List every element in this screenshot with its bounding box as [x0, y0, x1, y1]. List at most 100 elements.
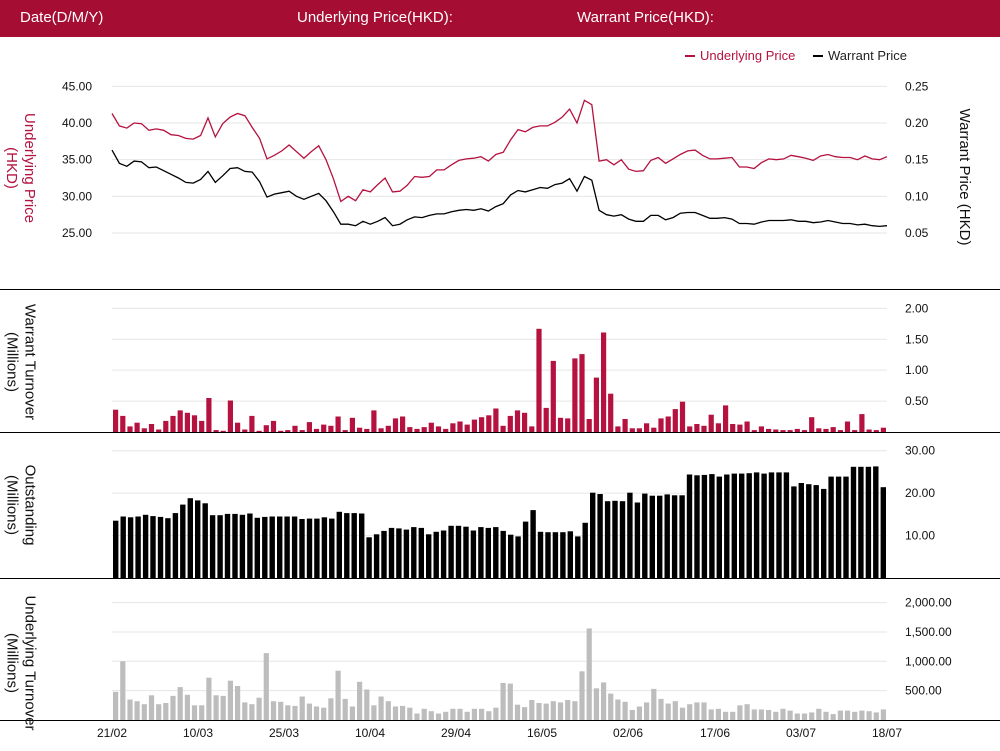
- outstanding-bar: [560, 532, 566, 578]
- underlying-turnover-bar: [823, 711, 829, 720]
- outstanding-bar: [575, 536, 581, 578]
- warrant-turnover-bar: [371, 410, 377, 432]
- warrant-turnover-bar: [471, 419, 477, 432]
- warrant-turnover-bar: [385, 425, 391, 432]
- underlying-turnover-bar: [270, 701, 277, 720]
- outstanding-bar: [396, 528, 402, 578]
- underlying-turnover-bar: [694, 702, 700, 720]
- underlying-turnover-bar: [342, 698, 348, 720]
- warrant-turnover-bar: [328, 425, 334, 432]
- outstanding-bar: [232, 513, 238, 578]
- outstanding-bar: [850, 466, 857, 578]
- outstanding-bar: [873, 466, 879, 578]
- warrant-turnover-bar: [170, 415, 176, 432]
- outstanding-bar: [530, 510, 536, 578]
- underlying-turnover-bar: [321, 707, 327, 720]
- underlying-turnover-bar: [572, 701, 578, 720]
- outstanding-bar: [545, 532, 551, 578]
- outstanding-bar: [671, 495, 678, 578]
- warrant-turnover-bar: [507, 415, 513, 432]
- price-right-axis-tick-label: 0.10: [905, 189, 929, 203]
- underlying-turnover-bar: [550, 701, 556, 720]
- header-bar: Date(D/M/Y) Underlying Price(HKD): Warra…: [0, 0, 1000, 37]
- underlying-turnover-bar: [184, 694, 190, 720]
- underlying-turnover-bar: [730, 711, 736, 720]
- warrant-turnover-bar: [672, 409, 678, 432]
- underlying-turnover-bar: [421, 708, 427, 720]
- outstanding-bar: [746, 473, 752, 578]
- outstanding-axis-tick-label: 20.00: [905, 486, 935, 500]
- underlying-turnover-bar: [493, 707, 499, 720]
- warrant-turnover-bar: [823, 428, 829, 432]
- warrant-turnover-bar: [407, 427, 413, 432]
- outstanding-bar: [806, 484, 812, 578]
- outstanding-bar: [299, 519, 305, 578]
- outstanding-bar: [411, 527, 417, 578]
- warrant-turnover-bar: [242, 429, 248, 432]
- outstanding-bar: [247, 513, 253, 578]
- underlying-turnover-bar: [435, 713, 442, 720]
- warrant-turnover-bar: [766, 428, 772, 432]
- underlying-turnover-bar: [407, 707, 413, 720]
- underlying-turnover-bar: [457, 708, 463, 720]
- outstanding-bar: [336, 511, 342, 578]
- legend-item-warrant[interactable]: Warrant Price: [813, 48, 907, 63]
- outstanding-bar: [165, 518, 171, 578]
- outstanding-bar: [865, 466, 872, 578]
- outstanding-bar: [321, 517, 328, 578]
- outstanding-bar: [209, 515, 216, 578]
- warrant-turnover-bar: [873, 430, 879, 432]
- underlying-turnover-bar: [780, 708, 786, 720]
- price-left-axis-tick-label: 45.00: [62, 79, 92, 93]
- warrant-turnover-bar: [837, 430, 843, 432]
- underlying-turnover-bar: [687, 704, 693, 720]
- underlying-turnover-bar: [723, 711, 729, 720]
- underlying-price-axis-title: Underlying Price(HKD): [3, 113, 38, 223]
- price-left-axis-tick-label: 40.00: [62, 116, 92, 130]
- underlying-turnover-bar: [715, 708, 721, 720]
- outstanding-bar: [262, 516, 268, 578]
- warrant-turnover-bar: [313, 428, 320, 432]
- underlying-turnover-bar: [794, 713, 800, 720]
- warrant-turnover-bar: [751, 430, 757, 432]
- outstanding-bar: [642, 493, 648, 578]
- outstanding-bar: [448, 525, 454, 578]
- warrant-turnover-bar: [794, 428, 800, 432]
- date-label: Date(D/M/Y): [20, 9, 104, 26]
- underlying-turnover-bar: [658, 698, 664, 720]
- outstanding-bar: [463, 526, 469, 578]
- x-axis-tick-label: 03/07: [786, 726, 816, 740]
- outstanding-bar: [508, 534, 514, 578]
- underlying-turnover-bar: [773, 711, 779, 720]
- outstanding-bar: [366, 537, 372, 578]
- warrant-price-axis-title: Warrant Price (HKD): [956, 109, 973, 246]
- underlying-turnover-bar: [651, 688, 657, 720]
- outstanding-bar: [843, 476, 849, 578]
- underlying-turnover-bar: [285, 705, 291, 720]
- warrant-turnover-bar: [514, 410, 521, 432]
- warrant-turnover-bar: [464, 424, 470, 432]
- underlying-turnover-bar: [852, 711, 858, 720]
- outstanding-bar: [694, 475, 700, 578]
- outstanding-bar: [418, 527, 424, 578]
- underlying-turnover-bar: [292, 705, 298, 720]
- warrant-turnover-bar: [500, 425, 506, 432]
- underlying-turnover-bar: [256, 697, 262, 720]
- warrant-turnover-bar: [679, 401, 686, 432]
- underlying-turnover-bar: [464, 711, 470, 720]
- underlying-turnover-bar: [385, 701, 391, 720]
- underlying-turnover-bar: [507, 683, 513, 720]
- warrant-turnover-bar: [866, 429, 872, 432]
- outstanding-bar: [142, 514, 149, 578]
- warrant-turnover-bar: [608, 393, 614, 432]
- x-axis-tick-label: 29/04: [441, 726, 471, 740]
- outstanding-bar: [768, 472, 775, 578]
- legend-item-underlying[interactable]: Underlying Price: [685, 48, 795, 63]
- underlying-turnover-bar: [364, 689, 370, 720]
- underlying-turnover-bar: [514, 704, 521, 720]
- outstanding-bar: [351, 513, 357, 578]
- warrant-turnover-bar: [306, 422, 312, 432]
- underlying-turnover-bar: [392, 706, 399, 720]
- underlying-turnover-bar: [629, 710, 635, 720]
- outstanding-bar: [195, 500, 201, 578]
